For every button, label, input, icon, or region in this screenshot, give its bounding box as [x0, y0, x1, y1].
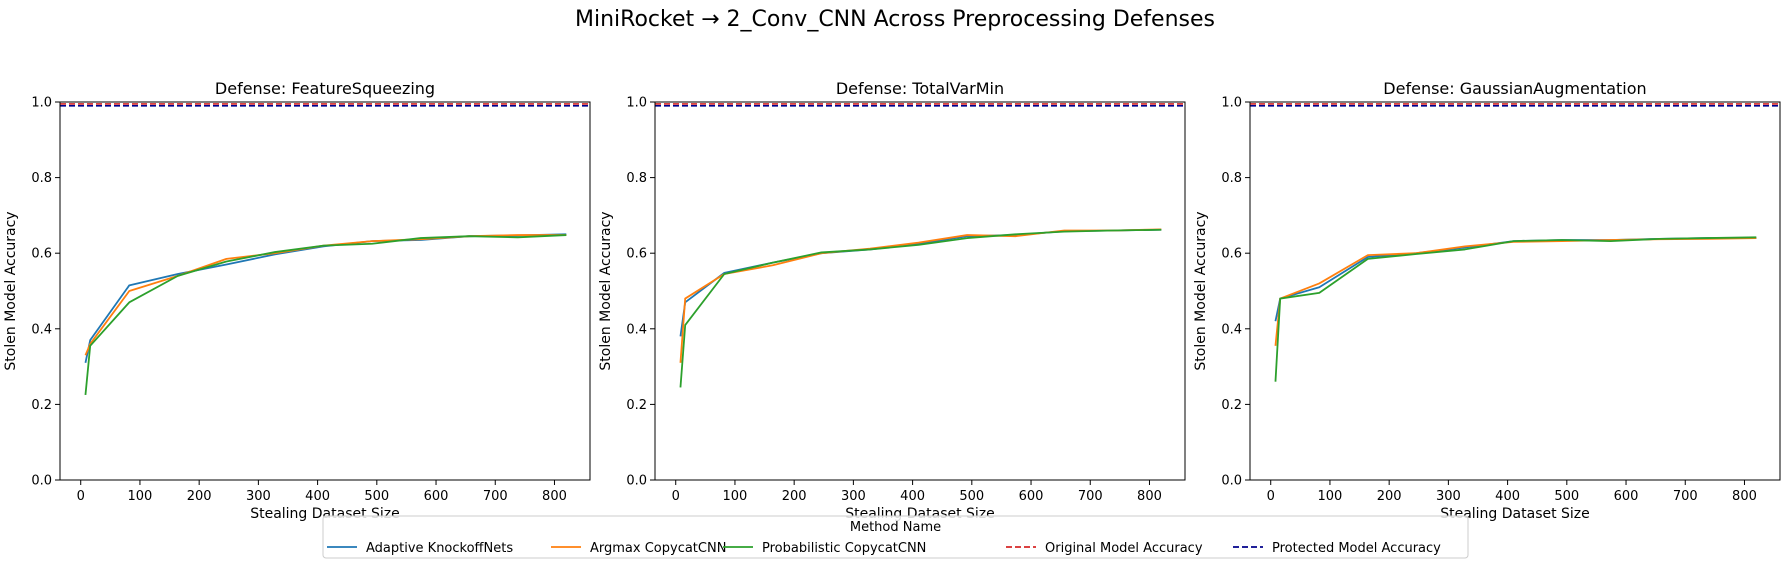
legend-label: Argmax CopycatCNN: [590, 541, 726, 556]
figure-title: MiniRocket → 2_Conv_CNN Across Preproces…: [575, 7, 1215, 32]
y-axis-label: Stolen Model Accuracy: [598, 211, 614, 370]
legend-item-adaptive-knockoffnets: Adaptive KnockoffNets: [327, 541, 513, 556]
subplots: Defense: FeatureSqueezing 0 100 200 300 400 50…: [3, 79, 1781, 522]
x-tick-label: 700: [483, 489, 508, 504]
series-probabilistic-copycatcnn: [1274, 236, 1757, 382]
y-tick-label: 1.0: [31, 96, 52, 111]
series-argmax-copycatcnn: [679, 228, 1162, 363]
x-tick-label: 800: [1732, 489, 1757, 504]
y-tick-label: 0.8: [626, 171, 647, 186]
series-adaptive-knockoffnets: [1274, 237, 1757, 322]
y-tick-label: 1.0: [1221, 96, 1242, 111]
x-tick-label: 600: [1614, 489, 1639, 504]
series-adaptive-knockoffnets: [84, 233, 567, 364]
legend: Method Name Adaptive KnockoffNets Argmax C…: [322, 515, 1469, 559]
x-tick-label: 100: [1318, 489, 1343, 504]
x-tick-label: 200: [187, 489, 212, 504]
legend-label: Probabilistic CopycatCNN: [762, 541, 926, 556]
x-tick-label: 400: [1495, 489, 1520, 504]
y-tick-label: 0.4: [626, 322, 647, 337]
x-tick-label: 100: [723, 489, 748, 504]
x-tick-label: 500: [1554, 489, 1579, 504]
legend-label: Adaptive KnockoffNets: [366, 541, 513, 556]
series-group: [655, 103, 1185, 388]
x-tick-label: 300: [246, 489, 271, 504]
subplot-title: Defense: FeatureSqueezing: [215, 79, 435, 98]
x-tick-label: 800: [542, 489, 567, 504]
y-tick-label: 0.8: [1221, 171, 1242, 186]
subplot-3: Defense: GaussianAugmentation 0 100 200 300 4…: [1193, 79, 1781, 522]
axes-frame: [59, 101, 591, 481]
y-tick-label: 0.2: [626, 398, 647, 413]
x-tick-label: 100: [128, 489, 153, 504]
subplot-title: Defense: TotalVarMin: [836, 79, 1004, 98]
x-tick-label: 0: [77, 489, 85, 504]
series-argmax-copycatcnn: [84, 234, 567, 356]
subplot-1: Defense: FeatureSqueezing 0 100 200 300 400 50…: [3, 79, 591, 522]
legend-title: Method Name: [850, 520, 941, 535]
x-tick-label: 0: [672, 489, 680, 504]
legend-label: Protected Model Accuracy: [1272, 541, 1441, 556]
x-tick-label: 500: [959, 489, 984, 504]
series-probabilistic-copycatcnn: [679, 228, 1162, 388]
legend-item-protected-model-accuracy: Protected Model Accuracy: [1233, 541, 1441, 556]
subplot-title: Defense: GaussianAugmentation: [1383, 79, 1646, 98]
x-tick-label: 700: [1078, 489, 1103, 504]
y-tick-label: 0.4: [1221, 322, 1242, 337]
legend-item-original-model-accuracy: Original Model Accuracy: [1006, 541, 1203, 556]
x-tick-label: 600: [424, 489, 449, 504]
x-tick-label: 200: [782, 489, 807, 504]
series-group: [1250, 103, 1780, 382]
series-probabilistic-copycatcnn: [84, 234, 567, 396]
y-tick-label: 0.2: [1221, 398, 1242, 413]
y-tick-label: 0.0: [626, 474, 647, 489]
x-tick-label: 0: [1267, 489, 1275, 504]
y-tick-label: 0.0: [1221, 474, 1242, 489]
y-tick-label: 0.8: [31, 171, 52, 186]
y-tick-label: 0.2: [31, 398, 52, 413]
x-tick-label: 400: [305, 489, 330, 504]
x-tick-label: 200: [1377, 489, 1402, 504]
x-tick-label: 500: [364, 489, 389, 504]
axes-frame: [654, 101, 1186, 481]
legend-frame: [322, 515, 1469, 559]
y-tick-label: 0.6: [626, 247, 647, 262]
x-axis-label: Stealing Dataset Size: [1440, 506, 1590, 522]
legend-item-argmax-copycatcnn: Argmax CopycatCNN: [551, 541, 726, 556]
x-tick-label: 300: [1436, 489, 1461, 504]
axes-frame: [1249, 101, 1781, 481]
y-axis-label: Stolen Model Accuracy: [3, 211, 19, 370]
x-tick-label: 700: [1673, 489, 1698, 504]
x-tick-label: 800: [1137, 489, 1162, 504]
y-axis-label: Stolen Model Accuracy: [1193, 211, 1209, 370]
y-tick-label: 0.6: [31, 247, 52, 262]
legend-label: Original Model Accuracy: [1045, 541, 1203, 556]
y-tick-label: 0.0: [31, 474, 52, 489]
y-tick-label: 1.0: [626, 96, 647, 111]
y-tick-label: 0.6: [1221, 247, 1242, 262]
x-tick-label: 300: [841, 489, 866, 504]
x-tick-label: 600: [1019, 489, 1044, 504]
series-group: [60, 103, 590, 396]
series-adaptive-knockoffnets: [679, 228, 1162, 337]
x-tick-label: 400: [900, 489, 925, 504]
y-tick-label: 0.4: [31, 322, 52, 337]
subplot-2: Defense: TotalVarMin 0 100 200 300 400 500 600 7…: [598, 79, 1186, 522]
series-argmax-copycatcnn: [1274, 237, 1757, 346]
legend-item-probabilistic-copycatcnn: Probabilistic CopycatCNN: [723, 541, 926, 556]
